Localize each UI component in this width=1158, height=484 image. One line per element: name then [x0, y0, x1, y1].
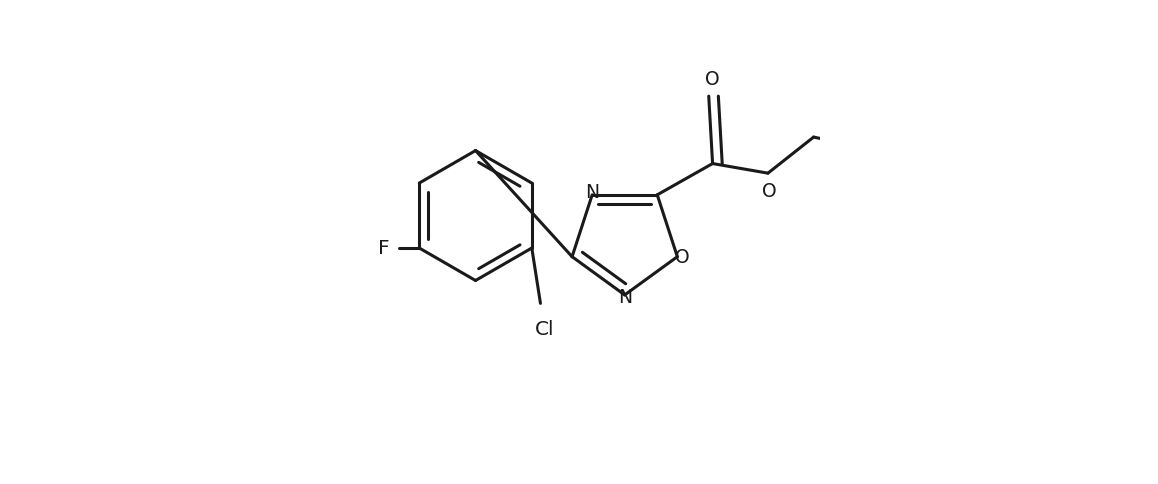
Text: Cl: Cl	[535, 320, 554, 339]
Text: O: O	[675, 248, 689, 267]
Text: O: O	[762, 182, 776, 201]
Text: F: F	[379, 239, 390, 257]
Text: O: O	[705, 70, 720, 89]
Text: N: N	[618, 288, 632, 307]
Text: N: N	[585, 183, 599, 202]
